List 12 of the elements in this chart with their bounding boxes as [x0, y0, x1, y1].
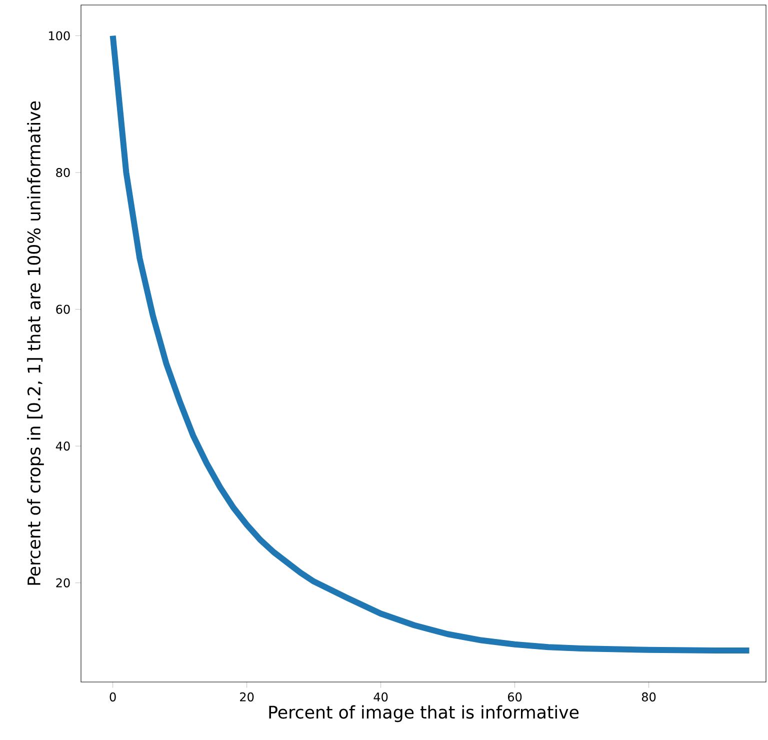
y-tick-label: 60 [56, 304, 70, 314]
y-axis-title: Percent of crops in [0.2, 1] that are 100% uninformative [27, 101, 44, 585]
y-tick-label: 80 [56, 168, 70, 178]
y-tick-label: 40 [56, 442, 70, 451]
x-tick-label: 0 [110, 692, 116, 702]
x-tick-label: 60 [508, 692, 522, 702]
x-tick-label: 80 [642, 692, 656, 702]
x-axis-title: Percent of image that is informative [269, 705, 579, 722]
y-tick-label: 100 [49, 31, 70, 40]
x-tick-label: 40 [374, 692, 388, 702]
y-tick-label: 20 [56, 578, 70, 588]
x-tick-label: 20 [240, 692, 254, 702]
